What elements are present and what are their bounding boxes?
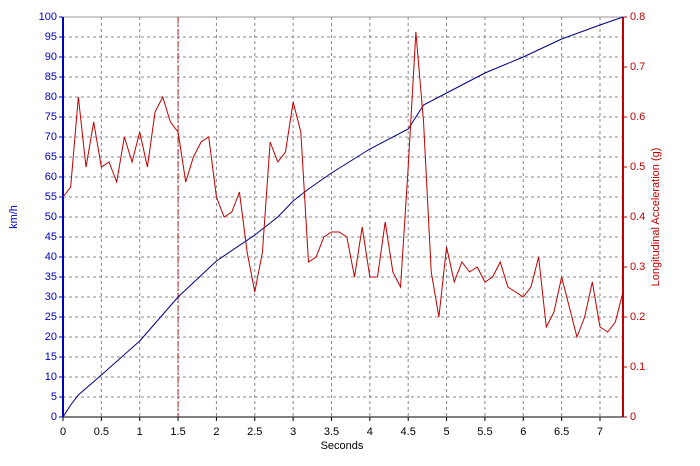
- x-tick-label: 2: [213, 426, 219, 438]
- y-tick-label: 60: [45, 171, 57, 183]
- y2-tick-label: 0.2: [630, 311, 645, 323]
- y-tick-label: 95: [45, 31, 57, 43]
- x-tick-label: 0: [60, 426, 66, 438]
- x-tick-label: 6.5: [554, 426, 569, 438]
- x-tick-label: 7: [597, 426, 603, 438]
- y-tick-label: 85: [45, 71, 57, 83]
- y-tick-label: 90: [45, 51, 57, 63]
- y2-tick-label: 0.5: [630, 161, 645, 173]
- y-tick-label: 50: [45, 211, 57, 223]
- y-tick-label: 25: [45, 311, 57, 323]
- series-line: [62, 31, 624, 339]
- series-line: [62, 16, 624, 418]
- x-tick-label: 5.5: [477, 426, 492, 438]
- y-tick-label: 65: [45, 151, 57, 163]
- y2-tick-label: 0.4: [630, 211, 645, 223]
- y-tick-label: 55: [45, 191, 57, 203]
- y-axis-label: km/h: [8, 205, 20, 229]
- y-tick-label: 80: [45, 91, 57, 103]
- y-tick-label: 75: [45, 111, 57, 123]
- x-tick-label: 1.5: [170, 426, 185, 438]
- y2-tick-label: 0.6: [630, 111, 645, 123]
- x-tick-label: 6: [520, 426, 526, 438]
- y-tick-label: 70: [45, 131, 57, 143]
- y-tick-label: 5: [51, 391, 57, 403]
- y-tick-label: 15: [45, 351, 57, 363]
- x-tick-label: 3.5: [324, 426, 339, 438]
- y-tick-label: 40: [45, 251, 57, 263]
- x-tick-label: 0.5: [94, 426, 109, 438]
- y-tick-label: 30: [45, 291, 57, 303]
- y2-tick-label: 0.1: [630, 361, 645, 373]
- y-tick-label: 20: [45, 331, 57, 343]
- x-tick-label: 4.5: [401, 426, 416, 438]
- y2-tick-label: 0.8: [630, 11, 645, 23]
- y2-tick-label: 0.7: [630, 61, 645, 73]
- x-tick-label: 3: [290, 426, 296, 438]
- x-tick-label: 5: [443, 426, 449, 438]
- y-tick-label: 45: [45, 231, 57, 243]
- x-tick-label: 2.5: [247, 426, 262, 438]
- x-axis-label: Seconds: [321, 440, 364, 452]
- y2-tick-label: 0: [630, 411, 636, 423]
- y-tick-label: 10: [45, 371, 57, 383]
- x-tick-label: 4: [367, 426, 373, 438]
- y-tick-label: 100: [39, 11, 57, 23]
- y-tick-label: 35: [45, 271, 57, 283]
- x-tick-label: 1: [137, 426, 143, 438]
- y2-axis-label: Longitudinal Acceleration (g): [650, 148, 662, 287]
- y2-tick-label: 0.3: [630, 261, 645, 273]
- y-tick-label: 0: [51, 411, 57, 423]
